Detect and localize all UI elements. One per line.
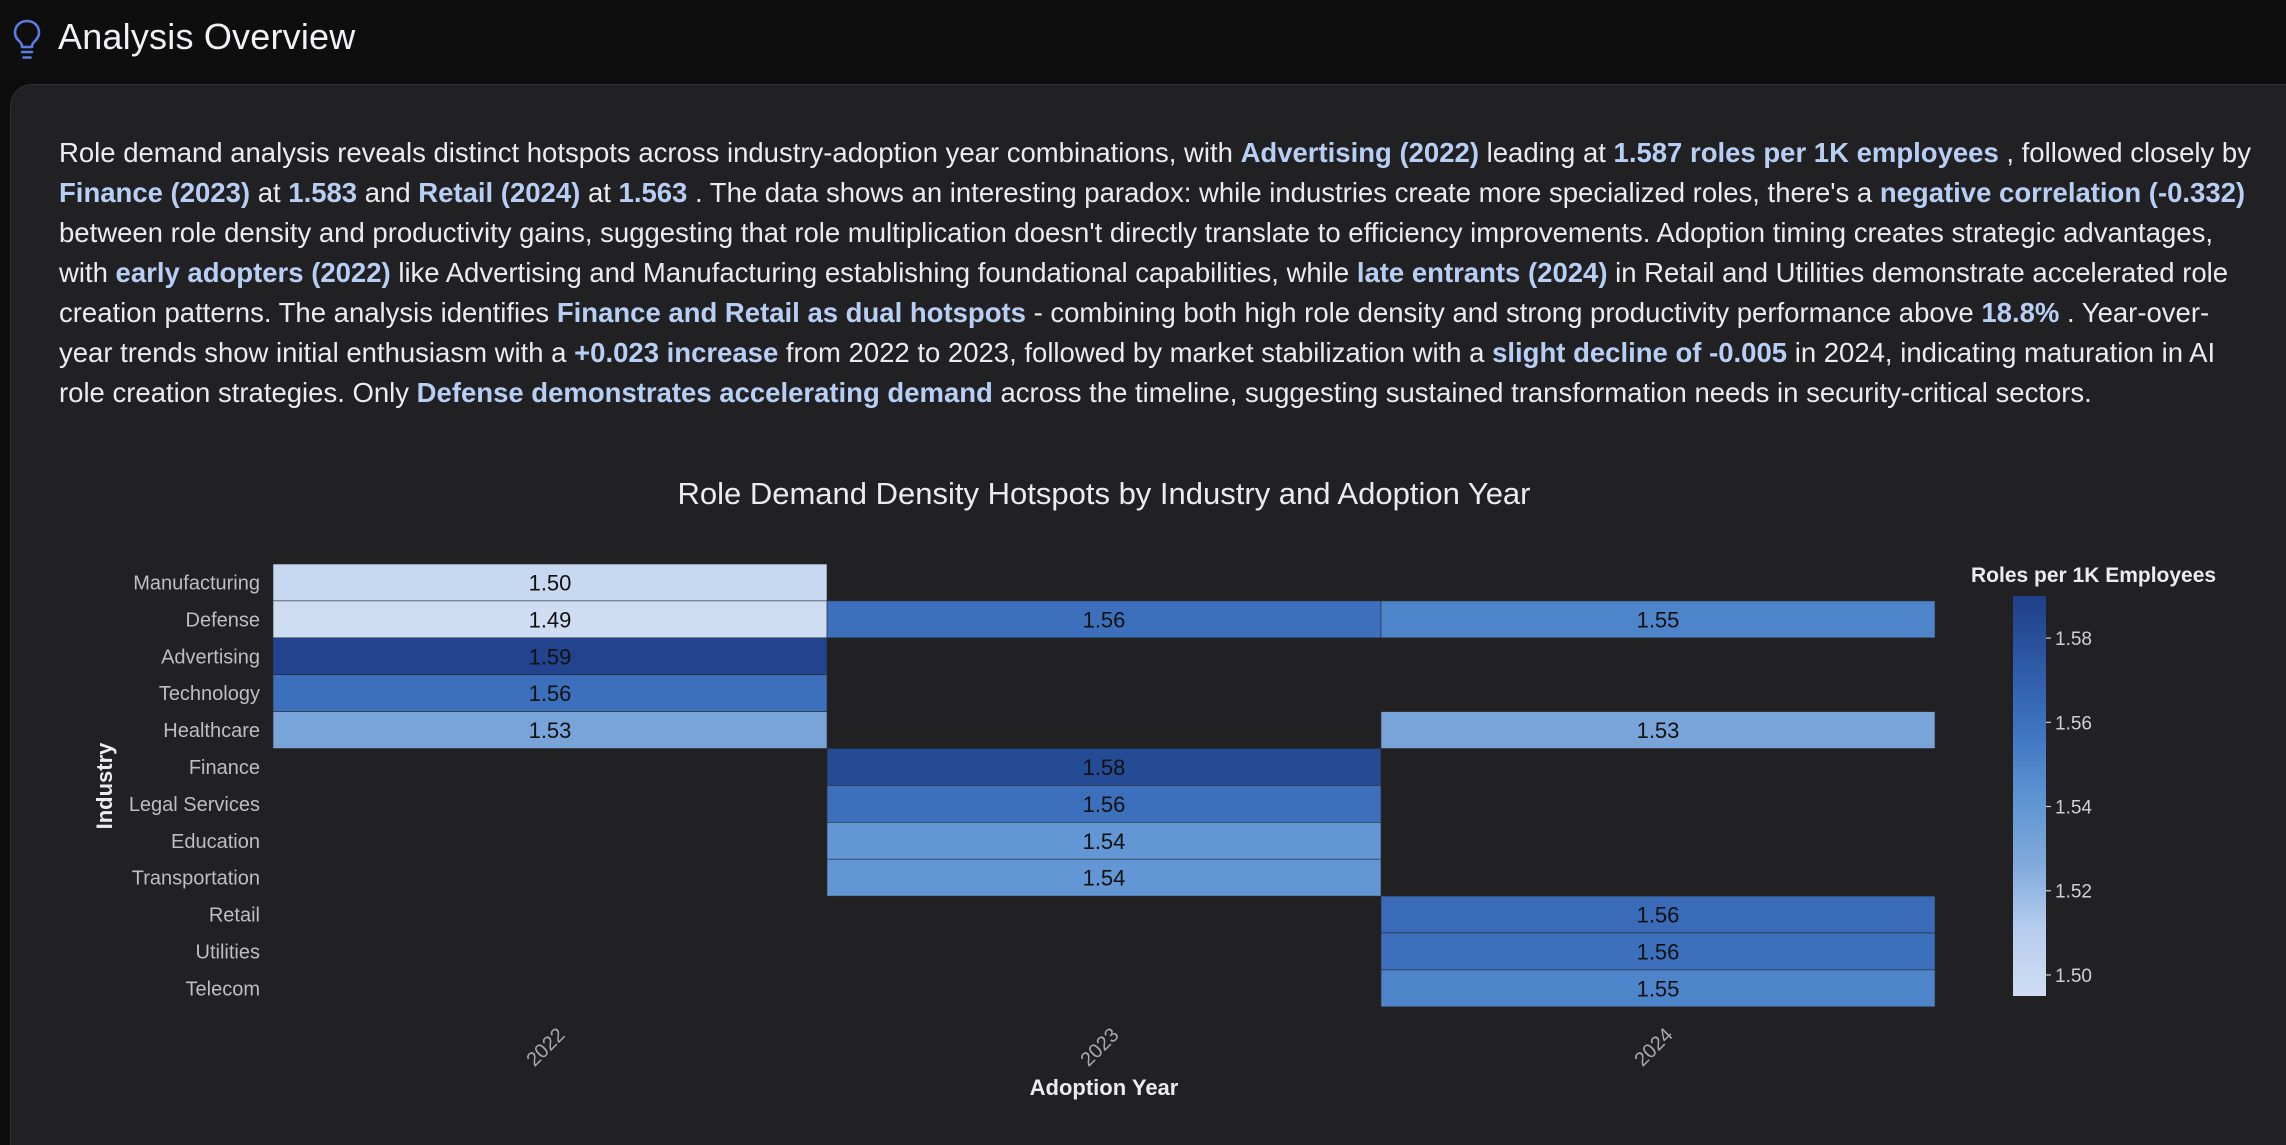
summary-text: Role demand analysis reveals distinct ho… [59,137,1241,168]
cell-value-label: 1.53 [1637,718,1680,743]
summary-highlight: 1.563 [618,177,688,208]
cell-value-label: 1.59 [529,644,572,669]
colorbar-label: Roles per 1K Employees [1971,564,2216,587]
summary-text: between role density and productivity ga… [59,217,2213,288]
heatmap-cell [1380,711,1936,749]
cell-value-label: 1.54 [1083,829,1126,854]
heatmap-cell [826,821,1382,860]
summary-highlight: Advertising (2022) [1240,137,1479,168]
analysis-summary: Role demand analysis reveals distinct ho… [59,133,2259,413]
y-tick-label: Education [171,831,260,853]
cell-value-label: 1.55 [1637,607,1680,632]
y-tick-label: Retail [209,905,260,927]
y-axis-label: Industry [92,742,117,830]
x-axis-label: Adoption Year [1030,1075,1179,1100]
x-tick-label: 2024 [1631,1024,1678,1071]
summary-highlight: 18.8% [1981,297,2060,328]
y-tick-label: Transportation [132,868,260,890]
colorbar [2013,596,2046,996]
cell-value-label: 1.56 [1083,607,1126,632]
page-title: Analysis Overview [58,16,356,57]
heatmap-cell [1380,895,1936,934]
y-tick-label: Technology [159,683,260,705]
colorbar-tick-label: 1.58 [2055,629,2092,650]
y-tick-label: Defense [186,609,261,631]
heatmap-cell [272,711,828,749]
summary-highlight: early adopters (2022) [115,257,391,288]
heatmap-cell [1380,600,1936,639]
summary-text: in Retail and Utilities demonstrate acce… [59,257,2229,328]
cell-value-label: 1.56 [1637,903,1680,928]
x-tick-label: 2022 [523,1024,570,1071]
y-tick-label: Healthcare [163,720,260,742]
summary-highlight: Finance and Retail as dual hotspots [556,297,1026,328]
colorbar-tick-label: 1.54 [2055,798,2092,819]
summary-highlight: Finance (2023) [59,177,251,208]
summary-text: like Advertising and Manufacturing estab… [390,257,1357,288]
cell-value-label: 1.56 [1637,939,1680,964]
lightbulb-icon [13,19,41,59]
y-tick-label: Legal Services [129,794,260,816]
cell-value-label: 1.50 [529,570,572,595]
cell-value-label: 1.56 [1083,792,1126,817]
heatmap-cell [272,674,828,712]
heatmap-cell [826,858,1382,897]
summary-highlight: +0.023 increase [574,337,779,368]
summary-text: at [250,177,289,208]
heatmap-cell [826,600,1382,639]
heatmap-cell [272,563,828,602]
chart-title: Role Demand Density Hotspots by Industry… [677,476,1530,511]
heatmap-cell [272,637,828,675]
cell-value-label: 1.55 [1637,976,1680,1001]
summary-text: , followed closely by [1998,137,2251,168]
colorbar-tick-label: 1.52 [2055,882,2092,903]
summary-text: from 2022 to 2023, followed by market st… [778,337,1493,368]
y-tick-label: Manufacturing [133,572,260,594]
heatmap-cell [272,600,828,639]
heatmap-cell [1380,969,1936,1008]
y-tick-label: Utilities [196,941,260,963]
summary-highlight: 1.583 [288,177,358,208]
y-tick-label: Advertising [161,646,260,668]
x-tick-label: 2023 [1077,1024,1124,1071]
cell-value-label: 1.53 [529,718,572,743]
y-tick-label: Finance [189,757,260,779]
colorbar-tick-label: 1.50 [2055,966,2092,987]
summary-text: . The data shows an interesting paradox:… [687,177,1880,208]
summary-highlight: Defense demonstrates accelerating demand [416,377,993,408]
summary-highlight: negative correlation (-0.332) [1879,177,2246,208]
summary-text: leading at [1478,137,1614,168]
cell-value-label: 1.56 [529,681,572,706]
summary-highlight: 1.587 roles per 1K employees [1613,137,1999,168]
summary-text: . Year-over-year trends show initial ent… [59,297,2210,368]
colorbar-tick-label: 1.56 [2055,713,2092,734]
heatmap-cell [1380,932,1936,971]
summary-highlight: Retail (2024) [418,177,581,208]
cell-value-label: 1.54 [1083,866,1126,891]
summary-text: in 2024, indicating maturation in AI rol… [59,337,2216,408]
cell-value-label: 1.49 [529,607,572,632]
summary-highlight: slight decline of -0.005 [1492,337,1788,368]
summary-text: - combining both high role density and s… [1025,297,1982,328]
summary-text: at [580,177,619,208]
y-tick-label: Telecom [186,978,260,1000]
summary-text: across the timeline, suggesting sustaine… [992,377,2092,408]
cell-value-label: 1.58 [1083,755,1126,780]
summary-highlight: late entrants (2024) [1356,257,1608,288]
top-bar: Analysis Overview [0,0,2286,80]
heatmap-cell [826,785,1382,823]
summary-text: and [357,177,419,208]
